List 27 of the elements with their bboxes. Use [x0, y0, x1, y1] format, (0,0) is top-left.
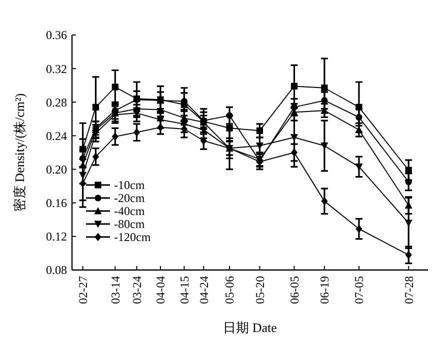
x-tick-label: 03-24 — [130, 276, 144, 304]
x-tick-label: 07-05 — [352, 276, 366, 304]
x-tick-label: 02-27 — [76, 276, 90, 304]
legend-label: -10cm — [114, 178, 146, 192]
x-tick-label: 06-19 — [318, 276, 332, 304]
x-tick-label: 06-05 — [287, 276, 302, 304]
y-tick-label: 0.24 — [46, 128, 67, 143]
x-tick-label: 05-20 — [252, 276, 267, 304]
x-tick-label: 03-14 — [108, 276, 122, 304]
legend-label: -40cm — [114, 204, 146, 218]
y-tick-label: 0.28 — [46, 95, 67, 110]
x-tick-label: 04-15 — [177, 276, 192, 304]
y-tick-label: 0.36 — [46, 28, 67, 42]
legend-label: -120cm — [114, 230, 152, 244]
legend-label: -80cm — [114, 217, 146, 232]
x-tick-label: 05-06 — [222, 276, 237, 304]
x-axis-title: 日期 Date — [223, 320, 278, 335]
y-tick-label: 0.32 — [46, 62, 67, 76]
y-tick-label: 0.20 — [46, 162, 67, 176]
y-tick-label: 0.08 — [46, 263, 67, 278]
x-tick-label: 04-24 — [196, 276, 211, 304]
legend-label: -20cm — [114, 191, 146, 206]
x-tick-label: 07-28 — [402, 276, 416, 304]
x-tick-label: 04-04 — [154, 276, 168, 304]
y-tick-label: 0.12 — [46, 230, 67, 244]
y-axis-title: 密度 Density/(株/cm²) — [12, 93, 27, 212]
y-tick-label: 0.16 — [46, 196, 67, 210]
